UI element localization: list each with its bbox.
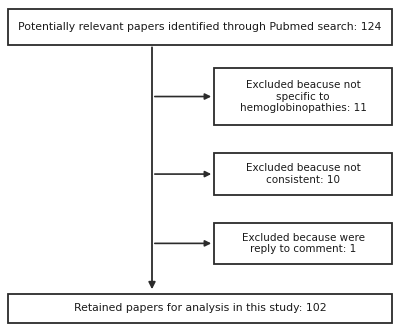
- FancyBboxPatch shape: [214, 153, 392, 195]
- FancyBboxPatch shape: [8, 294, 392, 323]
- Text: Excluded beacuse not
consistent: 10: Excluded beacuse not consistent: 10: [246, 163, 360, 185]
- Text: Potentially relevant papers identified through Pubmed search: 124: Potentially relevant papers identified t…: [18, 22, 382, 32]
- Text: Excluded because were
reply to comment: 1: Excluded because were reply to comment: …: [242, 233, 364, 254]
- FancyBboxPatch shape: [8, 9, 392, 45]
- Text: Retained papers for analysis in this study: 102: Retained papers for analysis in this stu…: [74, 303, 326, 313]
- FancyBboxPatch shape: [214, 223, 392, 264]
- FancyBboxPatch shape: [214, 68, 392, 125]
- Text: Excluded beacuse not
specific to
hemoglobinopathies: 11: Excluded beacuse not specific to hemoglo…: [240, 80, 366, 113]
